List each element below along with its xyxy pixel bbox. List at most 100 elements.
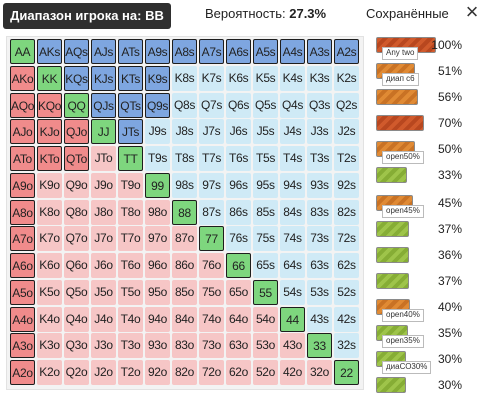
hand-cell-93s[interactable]: 93s (307, 172, 332, 198)
saved-range-item[interactable]: open35% 35% (376, 323, 486, 348)
hand-cell-j2s[interactable]: J2s (334, 119, 359, 145)
hand-cell-k8s[interactable]: K8s (172, 65, 197, 91)
hand-cell-75o[interactable]: 75o (199, 279, 224, 305)
hand-cell-32o[interactable]: 32o (307, 360, 332, 385)
hand-cell-k6o[interactable]: K6o (37, 253, 62, 278)
hand-cell-53o[interactable]: 53o (253, 333, 278, 359)
hand-cell-t3o[interactable]: T3o (118, 333, 143, 359)
hand-cell-q4o[interactable]: Q4o (64, 306, 89, 332)
saved-range-item[interactable]: open50% 50% (376, 139, 486, 164)
hand-cell-j6s[interactable]: J6s (226, 119, 251, 145)
hand-cell-k6s[interactable]: K6s (226, 65, 251, 91)
hand-cell-j4o[interactable]: J4o (91, 306, 116, 332)
hand-cell-q9o[interactable]: Q9o (64, 172, 89, 198)
hand-cell-j7o[interactable]: J7o (91, 226, 116, 252)
hand-cell-ako[interactable]: AKo (10, 65, 35, 91)
saved-range-item[interactable]: open45% 45% (376, 193, 486, 218)
hand-cell-73o[interactable]: 73o (199, 333, 224, 359)
hand-cell-q6o[interactable]: Q6o (64, 253, 89, 278)
hand-cell-t2s[interactable]: T2s (334, 146, 359, 171)
hand-cell-52s[interactable]: 52s (334, 279, 359, 305)
hand-cell-jts[interactable]: JTs (118, 119, 143, 145)
hand-cell-a6o[interactable]: A6o (10, 253, 35, 278)
hand-cell-k2s[interactable]: K2s (334, 65, 359, 91)
hand-cell-k3s[interactable]: K3s (307, 65, 332, 91)
hand-cell-99[interactable]: 99 (145, 172, 170, 198)
hand-cell-72o[interactable]: 72o (199, 360, 224, 385)
hand-cell-ats[interactable]: ATs (118, 39, 143, 64)
hand-cell-74o[interactable]: 74o (199, 306, 224, 332)
hand-cell-32s[interactable]: 32s (334, 333, 359, 359)
hand-cell-a8o[interactable]: A8o (10, 199, 35, 225)
hand-cell-t8o[interactable]: T8o (118, 199, 143, 225)
hand-cell-t8s[interactable]: T8s (172, 146, 197, 171)
hand-cell-86o[interactable]: 86o (172, 253, 197, 278)
hand-cell-aqs[interactable]: AQs (64, 39, 89, 64)
hand-cell-k8o[interactable]: K8o (37, 199, 62, 225)
hand-cell-42s[interactable]: 42s (334, 306, 359, 332)
hand-cell-k5s[interactable]: K5s (253, 65, 278, 91)
hand-cell-83o[interactable]: 83o (172, 333, 197, 359)
hand-cell-a3o[interactable]: A3o (10, 333, 35, 359)
hand-cell-92o[interactable]: 92o (145, 360, 170, 385)
hand-cell-83s[interactable]: 83s (307, 199, 332, 225)
hand-cell-q5s[interactable]: Q5s (253, 92, 278, 118)
range-bar[interactable] (376, 273, 409, 289)
hand-cell-65s[interactable]: 65s (253, 253, 278, 278)
hand-cell-t9o[interactable]: T9o (118, 172, 143, 198)
hand-cell-75s[interactable]: 75s (253, 226, 278, 252)
hand-cell-96s[interactable]: 96s (226, 172, 251, 198)
hand-cell-66[interactable]: 66 (226, 253, 251, 278)
hand-cell-t7o[interactable]: T7o (118, 226, 143, 252)
hand-cell-t4o[interactable]: T4o (118, 306, 143, 332)
saved-range-item[interactable]: 37% (376, 271, 486, 293)
hand-cell-a5s[interactable]: A5s (253, 39, 278, 64)
hand-cell-97s[interactable]: 97s (199, 172, 224, 198)
hand-cell-76s[interactable]: 76s (226, 226, 251, 252)
hand-cell-k9s[interactable]: K9s (145, 65, 170, 91)
saved-range-item[interactable]: 30% (376, 375, 486, 397)
hand-cell-92s[interactable]: 92s (334, 172, 359, 198)
hand-cell-95o[interactable]: 95o (145, 279, 170, 305)
hand-cell-q7o[interactable]: Q7o (64, 226, 89, 252)
hand-cell-k9o[interactable]: K9o (37, 172, 62, 198)
hand-cell-82o[interactable]: 82o (172, 360, 197, 385)
hand-cell-q8o[interactable]: Q8o (64, 199, 89, 225)
hand-cell-j8o[interactable]: J8o (91, 199, 116, 225)
hand-cell-k2o[interactable]: K2o (37, 360, 62, 385)
range-bar[interactable] (376, 89, 418, 105)
hand-cell-98s[interactable]: 98s (172, 172, 197, 198)
hand-cell-43o[interactable]: 43o (280, 333, 305, 359)
hand-cell-t6o[interactable]: T6o (118, 253, 143, 278)
hand-cell-82s[interactable]: 82s (334, 199, 359, 225)
hand-cell-a9s[interactable]: A9s (145, 39, 170, 64)
hand-cell-kts[interactable]: KTs (118, 65, 143, 91)
hand-cell-kto[interactable]: KTo (37, 146, 62, 171)
hand-cell-q9s[interactable]: Q9s (145, 92, 170, 118)
hand-cell-kjo[interactable]: KJo (37, 119, 62, 145)
saved-range-item[interactable]: диаСО30% 30% (376, 349, 486, 374)
hand-cell-aqo[interactable]: AQo (10, 92, 35, 118)
hand-cell-qjo[interactable]: QJo (64, 119, 89, 145)
hand-cell-77[interactable]: 77 (199, 226, 224, 252)
hand-cell-q5o[interactable]: Q5o (64, 279, 89, 305)
hand-cell-q2o[interactable]: Q2o (64, 360, 89, 385)
hand-cell-87o[interactable]: 87o (172, 226, 197, 252)
hand-cell-93o[interactable]: 93o (145, 333, 170, 359)
hand-cell-t3s[interactable]: T3s (307, 146, 332, 171)
range-bar[interactable] (376, 167, 407, 183)
hand-cell-jto[interactable]: JTo (91, 146, 116, 171)
hand-cell-54o[interactable]: 54o (253, 306, 278, 332)
saved-range-item[interactable]: 33% (376, 165, 486, 187)
hand-cell-64s[interactable]: 64s (280, 253, 305, 278)
hand-cell-a4o[interactable]: A4o (10, 306, 35, 332)
hand-cell-q4s[interactable]: Q4s (280, 92, 305, 118)
hand-cell-kk[interactable]: KK (37, 65, 62, 91)
hand-cell-76o[interactable]: 76o (199, 253, 224, 278)
hand-cell-t9s[interactable]: T9s (145, 146, 170, 171)
hand-cell-52o[interactable]: 52o (253, 360, 278, 385)
hand-cell-a2s[interactable]: A2s (334, 39, 359, 64)
hand-cell-63o[interactable]: 63o (226, 333, 251, 359)
hand-cell-t7s[interactable]: T7s (199, 146, 224, 171)
hand-cell-a5o[interactable]: A5o (10, 279, 35, 305)
